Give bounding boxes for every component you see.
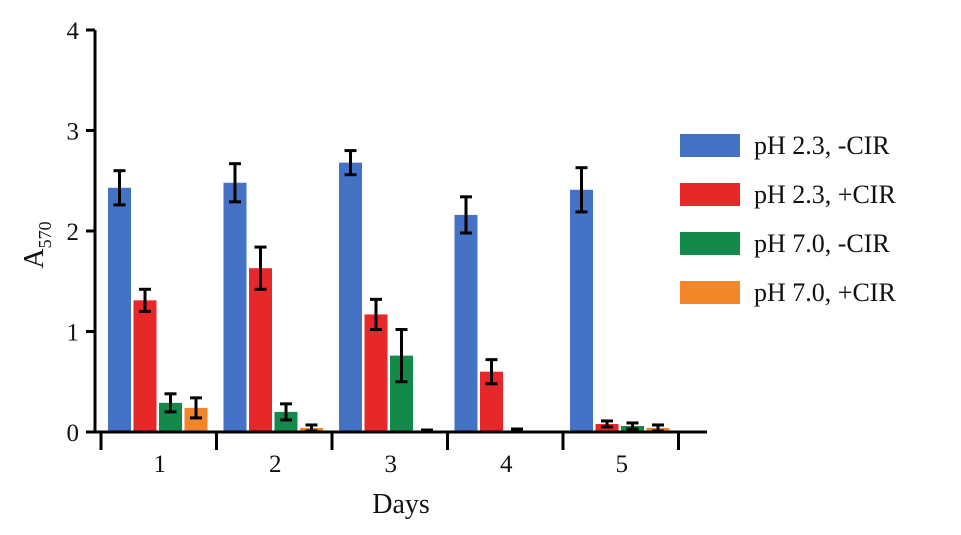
bar — [480, 371, 503, 432]
bar — [223, 182, 247, 432]
bar — [108, 187, 131, 432]
legend-label: pH 2.3, -CIR — [754, 131, 890, 160]
x-tick-label: 2 — [269, 451, 282, 478]
legend-swatch — [680, 183, 740, 206]
ticks-layer: 0 1 2 3 4 1 2 3 4 5 — [67, 18, 680, 478]
bar — [339, 162, 362, 432]
x-tick-label: 3 — [385, 451, 398, 478]
legend-label: pH 7.0, -CIR — [754, 229, 890, 258]
legend-label: pH 2.3, +CIR — [754, 180, 896, 209]
bar — [570, 189, 593, 432]
bars-layer — [108, 149, 670, 434]
y-axis-title: A570 — [19, 221, 55, 268]
x-tick-label: 4 — [500, 451, 513, 478]
bar — [249, 268, 272, 432]
x-axis-title: Days — [372, 489, 430, 520]
bar — [184, 407, 208, 432]
y-axis-title-subscript: 570 — [35, 221, 55, 248]
legend-swatch — [680, 232, 740, 255]
bar — [364, 314, 388, 432]
legend-label: pH 7.0, +CIR — [754, 278, 896, 307]
bar — [274, 411, 298, 432]
x-tick-label: 5 — [616, 451, 629, 478]
y-tick-label: 3 — [67, 119, 80, 146]
bar — [159, 402, 182, 432]
legend-swatch — [680, 134, 740, 157]
y-tick-label: 1 — [67, 320, 80, 347]
y-tick-label: 0 — [67, 420, 80, 447]
legend: pH 2.3, -CIR pH 2.3, +CIR pH 7.0, -CIR pH 7… — [680, 131, 896, 307]
bar — [390, 355, 413, 432]
bar — [454, 214, 478, 432]
x-tick-label: 1 — [154, 451, 167, 478]
y-tick-label: 2 — [67, 219, 80, 246]
y-tick-label: 4 — [67, 18, 80, 45]
y-axis-title-main: A — [19, 248, 50, 269]
bar — [133, 300, 157, 432]
legend-swatch — [680, 281, 740, 304]
